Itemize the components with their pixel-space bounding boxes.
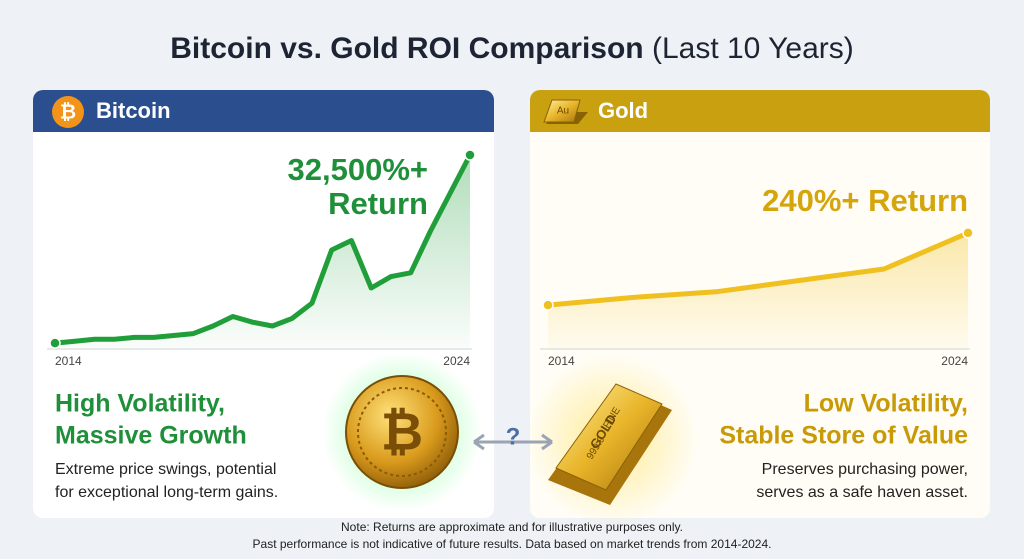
line-area xyxy=(548,232,968,349)
note: Past performance is not indicative of fu… xyxy=(253,537,772,551)
description: for exceptional long-term gains. xyxy=(55,484,278,501)
x-tick-label: 2014 xyxy=(55,354,82,368)
point xyxy=(542,299,554,311)
heading: Massive Growth xyxy=(55,422,247,450)
bitcoin-icon xyxy=(52,96,84,128)
title-sub: (Last 10 Years) xyxy=(652,32,854,65)
card-title: Gold xyxy=(598,98,648,123)
connector-label: ? xyxy=(506,423,521,450)
x-tick-label: 2024 xyxy=(941,354,968,368)
x-tick-label: 2014 xyxy=(548,354,575,368)
headline: 240%+ Return xyxy=(762,183,968,218)
x-tick-label: 2024 xyxy=(443,354,470,368)
heading: Stable Store of Value xyxy=(719,422,968,450)
title-main: Bitcoin vs. Gold ROI Comparison xyxy=(170,32,643,65)
headline: Return xyxy=(328,186,428,221)
coin-symbol: ₿ xyxy=(381,404,423,462)
gold-bar xyxy=(555,383,663,491)
coin xyxy=(345,375,459,489)
point xyxy=(49,337,61,349)
connector-arrow xyxy=(473,433,553,451)
line xyxy=(545,230,971,308)
description: serves as a safe haven asset. xyxy=(756,484,968,501)
line-area xyxy=(55,155,470,349)
title: Bitcoin vs. Gold ROI Comparison (Last 10… xyxy=(170,32,854,65)
card-title: Bitcoin xyxy=(96,98,171,123)
heading: Low Volatility, xyxy=(804,390,968,418)
heading: High Volatility, xyxy=(55,390,225,418)
point xyxy=(464,149,476,161)
bitcoin-symbol: ₿ xyxy=(60,101,76,123)
note: Note: Returns are approximate and for il… xyxy=(341,520,683,534)
card-header xyxy=(33,90,494,132)
card-header xyxy=(530,90,990,132)
description: Preserves purchasing power, xyxy=(762,461,968,478)
point xyxy=(962,227,974,239)
line xyxy=(52,152,473,346)
gold-icon-label: Au xyxy=(557,106,569,117)
description: Extreme price swings, potential xyxy=(55,461,276,478)
headline: 32,500%+ xyxy=(288,152,428,187)
coin-rim xyxy=(357,387,447,477)
gold-icon xyxy=(543,99,581,123)
charts: 2014 2024 2014 2024 xyxy=(47,149,974,368)
